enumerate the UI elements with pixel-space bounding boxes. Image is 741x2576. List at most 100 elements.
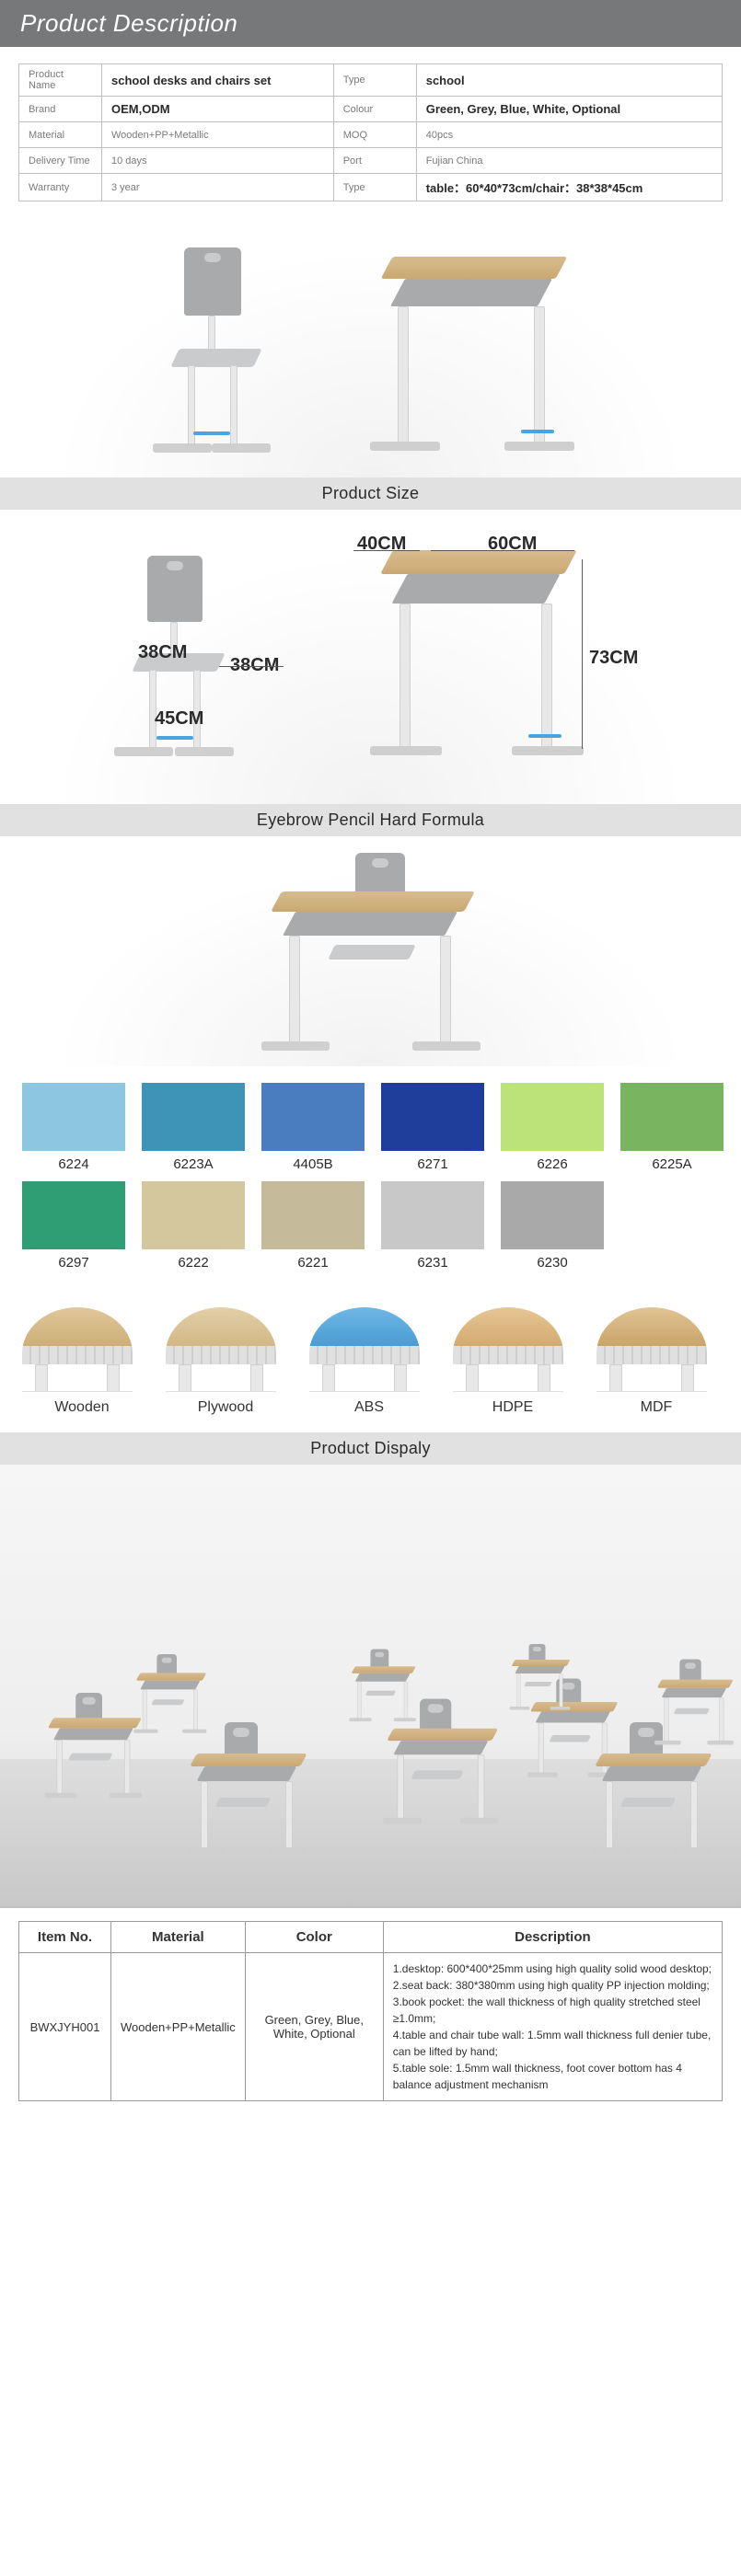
display-desk-set	[138, 1665, 221, 1742]
spec-value: table：60*40*73cm/chair：38*38*45cm	[416, 174, 722, 201]
spec-value: 40pcs	[416, 122, 722, 148]
swatch-color	[22, 1083, 125, 1151]
swatch-color	[142, 1181, 245, 1249]
material-thumb	[453, 1307, 563, 1392]
color-swatch: 6297	[22, 1181, 125, 1271]
material-label: Plywood	[166, 1399, 285, 1416]
color-swatch: 4405B	[261, 1083, 365, 1172]
swatch-color	[261, 1181, 365, 1249]
swatch-code: 6230	[501, 1255, 604, 1271]
swatch-code: 6225A	[620, 1156, 724, 1172]
material-thumb	[166, 1307, 276, 1392]
swatch-color	[501, 1083, 604, 1151]
material-label: Wooden	[22, 1399, 142, 1416]
display-scene	[0, 1465, 741, 1906]
spec-label: Type	[333, 174, 416, 201]
swatch-row: 6224 6223A 4405B 6271 6226 6225A	[22, 1083, 719, 1172]
spec-label: Brand	[19, 97, 102, 122]
spec-table-wrap: Product Nameschool desks and chairs setT…	[0, 47, 741, 211]
spec-value: 10 days	[102, 148, 334, 174]
spec-row: Delivery Time10 daysPortFujian China	[19, 148, 723, 174]
material-label: ABS	[309, 1399, 429, 1416]
desc-th-material: Material	[111, 1922, 246, 1953]
spec-label: Product Name	[19, 64, 102, 97]
desc-th-color: Color	[245, 1922, 383, 1953]
page-header: Product Description	[0, 0, 741, 47]
spec-row: Warranty3 yearTypetable：60*40*73cm/chair…	[19, 174, 723, 201]
color-swatch: 6230	[501, 1181, 604, 1271]
display-desk-set	[353, 1660, 430, 1731]
spec-label: Port	[333, 148, 416, 174]
color-swatches: 6224 6223A 4405B 6271 6226 6225A 6297 62…	[0, 1066, 741, 1287]
desc-th-desc: Description	[383, 1922, 722, 1953]
formula-illustration	[0, 836, 741, 1066]
page-title: Product Description	[20, 9, 237, 37]
spec-row: BrandOEM,ODMColourGreen, Grey, Blue, Whi…	[19, 97, 723, 122]
spec-label: Warranty	[19, 174, 102, 201]
desc-table-wrap: Item No. Material Color Description BWXJ…	[0, 1908, 741, 2120]
spec-label: MOQ	[333, 122, 416, 148]
desc-item-no: BWXJYH001	[19, 1953, 111, 2101]
color-swatch: 6221	[261, 1181, 365, 1271]
spec-value: 3 year	[102, 174, 334, 201]
material-thumb	[596, 1307, 707, 1392]
swatch-code: 4405B	[261, 1156, 365, 1172]
swatch-code: 6297	[22, 1255, 125, 1271]
swatch-code: 6231	[381, 1255, 484, 1271]
spec-label: Colour	[333, 97, 416, 122]
desc-description: 1.desktop: 600*400*25mm using high quali…	[383, 1953, 722, 2101]
swatch-code: 6224	[22, 1156, 125, 1172]
color-swatch: 6226	[501, 1083, 604, 1172]
material-item: Wooden	[22, 1307, 142, 1416]
spec-value: school	[416, 64, 722, 97]
swatch-code: 6271	[381, 1156, 484, 1172]
swatch-color	[381, 1181, 484, 1249]
spec-label: Material	[19, 122, 102, 148]
section-title-display: Product Dispaly	[0, 1432, 741, 1465]
spec-value: Fujian China	[416, 148, 722, 174]
display-desk-set	[390, 1717, 522, 1839]
spec-label: Type	[333, 64, 416, 97]
spec-row: MaterialWooden+PP+MetallicMOQ40pcs	[19, 122, 723, 148]
spec-value: OEM,ODM	[102, 97, 334, 122]
swatch-color	[261, 1083, 365, 1151]
material-item: HDPE	[453, 1307, 573, 1416]
swatch-color	[22, 1181, 125, 1249]
spec-value: school desks and chairs set	[102, 64, 334, 97]
display-desk-set	[659, 1672, 741, 1755]
display-desk-set	[598, 1741, 736, 1869]
materials-row: Wooden Plywood ABS HDPE	[0, 1287, 741, 1432]
material-label: MDF	[596, 1399, 716, 1416]
dim-desk-width: 60CM	[488, 534, 537, 555]
swatch-color	[381, 1083, 484, 1151]
spec-table: Product Nameschool desks and chairs setT…	[18, 63, 723, 201]
spec-value: Wooden+PP+Metallic	[102, 122, 334, 148]
dim-desk-depth: 40CM	[357, 534, 406, 555]
swatch-color	[142, 1083, 245, 1151]
desc-table: Item No. Material Color Description BWXJ…	[18, 1921, 723, 2101]
color-swatch: 6224	[22, 1083, 125, 1172]
color-swatch: 6225A	[620, 1083, 724, 1172]
spec-value: Green, Grey, Blue, White, Optional	[416, 97, 722, 122]
hero-illustration	[0, 211, 741, 477]
desc-th-item: Item No.	[19, 1922, 111, 1953]
dim-chair-width: 38CM	[138, 642, 187, 663]
section-title-size: Product Size	[0, 477, 741, 510]
material-label: HDPE	[453, 1399, 573, 1416]
swatch-code: 6221	[261, 1255, 365, 1271]
size-illustration: 40CM 60CM 73CM 38CM 38CM 45CM	[0, 510, 741, 804]
color-swatch: 6222	[142, 1181, 245, 1271]
dim-chair-height: 45CM	[155, 708, 203, 730]
swatch-code: 6226	[501, 1156, 604, 1172]
material-item: Plywood	[166, 1307, 285, 1416]
dim-desk-height: 73CM	[589, 648, 638, 669]
desc-color: Green, Grey, Blue, White, Optional	[245, 1953, 383, 2101]
material-thumb	[309, 1307, 420, 1392]
color-swatch: 6271	[381, 1083, 484, 1172]
swatch-row: 6297 6222 6221 6231 6230	[22, 1181, 719, 1271]
swatch-color	[501, 1181, 604, 1249]
spec-label: Delivery Time	[19, 148, 102, 174]
material-item: ABS	[309, 1307, 429, 1416]
swatch-code: 6222	[142, 1255, 245, 1271]
color-swatch: 6223A	[142, 1083, 245, 1172]
